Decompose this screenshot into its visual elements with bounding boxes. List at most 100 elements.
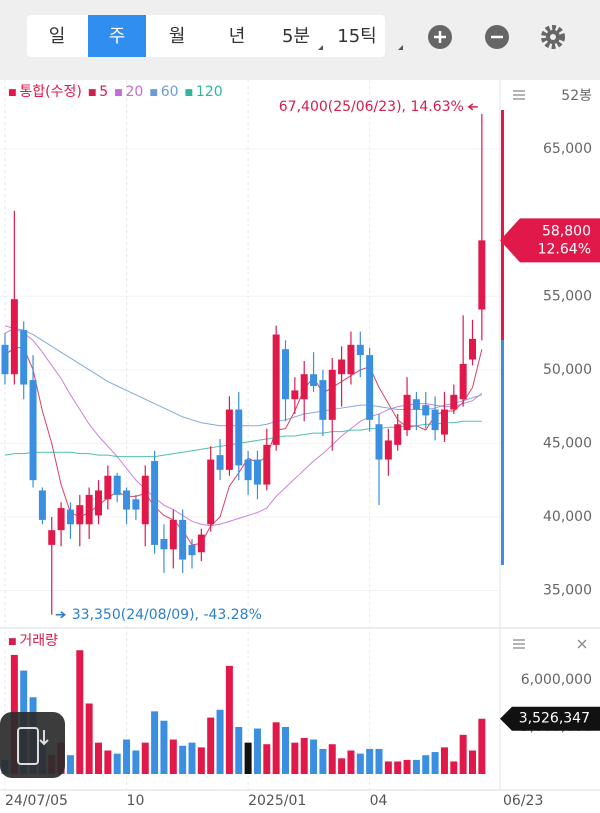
candle-body xyxy=(366,355,374,420)
volume-bar xyxy=(207,717,215,774)
price-tag xyxy=(500,218,600,263)
candle-body xyxy=(85,494,93,525)
volume-menu-icon[interactable] xyxy=(513,639,525,649)
ma-line xyxy=(4,328,483,427)
volume-bar xyxy=(459,734,467,774)
candle-body xyxy=(272,334,280,445)
volume-title: ■ 거래량 xyxy=(8,633,58,649)
candle-body xyxy=(282,349,289,400)
candle-body xyxy=(338,359,346,375)
volume-bar xyxy=(272,722,280,774)
period-tab[interactable]: 5분 xyxy=(282,26,310,47)
volume-bar xyxy=(450,761,458,774)
y-tick-label: 40,000 xyxy=(543,509,592,525)
volume-bar xyxy=(356,753,364,774)
candle-body xyxy=(57,508,65,531)
zoom-out-button[interactable] xyxy=(485,25,509,49)
zoom-in-button[interactable] xyxy=(428,25,452,49)
candle-body xyxy=(459,363,467,400)
candle-body xyxy=(403,394,411,431)
volume-bar xyxy=(431,752,439,774)
candle-body xyxy=(151,461,159,545)
volume-bar xyxy=(375,748,383,774)
legend-marker: ■ xyxy=(114,88,125,98)
candle-body xyxy=(66,509,74,525)
legend-marker: ■ xyxy=(88,88,99,98)
volume-bar xyxy=(328,744,336,774)
candle-body xyxy=(20,330,28,385)
period-tab[interactable]: 년 xyxy=(229,26,246,47)
settings-button[interactable] xyxy=(541,25,565,49)
volume-bar xyxy=(366,748,374,774)
volume-bar xyxy=(412,759,420,774)
volume-bar xyxy=(253,728,261,774)
period-tab[interactable]: 주 xyxy=(109,26,126,47)
volume-bar xyxy=(347,750,355,774)
candle-body xyxy=(179,519,187,560)
legend-item: 120 xyxy=(196,84,223,100)
ma-line xyxy=(4,420,482,458)
price-tag-value: 58,800 xyxy=(542,223,591,239)
legend-marker: ■ xyxy=(8,88,19,98)
x-tick-label: 10 xyxy=(127,793,145,809)
legend-marker: ■ xyxy=(149,88,160,98)
volume-tick-label: 6,000,000 xyxy=(521,672,592,688)
candle-body xyxy=(253,459,261,485)
volume-bar xyxy=(66,755,74,774)
volume-bar xyxy=(338,758,346,774)
candle-body xyxy=(10,299,18,375)
volume-bar xyxy=(422,755,430,774)
volume-bar xyxy=(282,726,289,774)
volume-bar xyxy=(291,742,299,774)
candle-body xyxy=(347,344,355,375)
candle-body xyxy=(48,530,56,545)
volume-title-text: 거래량 xyxy=(19,633,58,649)
candle-body xyxy=(440,409,448,435)
candle-body xyxy=(394,424,402,445)
period-tab[interactable]: 15틱 xyxy=(337,26,376,47)
tab-corner xyxy=(398,45,403,50)
ma-line xyxy=(4,325,483,527)
volume-bar xyxy=(403,759,411,774)
volume-bar xyxy=(384,761,392,774)
x-tick-label: 06/23 xyxy=(503,793,543,809)
volume-tag-value: 3,526,347 xyxy=(519,711,590,727)
candle-body xyxy=(225,409,233,470)
volume-bar xyxy=(179,745,187,774)
candle-body xyxy=(113,475,121,495)
period-tab[interactable]: 월 xyxy=(169,26,186,47)
candle-body xyxy=(169,519,177,550)
floating-icon[interactable] xyxy=(0,712,65,778)
menu-icon[interactable] xyxy=(513,90,525,100)
volume-bar xyxy=(310,739,318,774)
volume-bar xyxy=(188,742,196,774)
range-bar-up xyxy=(501,110,504,340)
volume-bar xyxy=(95,742,102,774)
period-tab[interactable]: 일 xyxy=(49,26,66,47)
candle-body xyxy=(422,405,430,416)
floating-icon-arrow xyxy=(39,730,49,746)
volume-close-icon[interactable] xyxy=(577,639,587,649)
candle-body xyxy=(478,240,486,310)
candle-body xyxy=(412,399,420,410)
candle-body xyxy=(188,544,196,556)
volume-bar xyxy=(216,709,224,774)
candle-body xyxy=(375,424,383,460)
x-tick-label: 2025/01 xyxy=(248,793,306,809)
candle-body xyxy=(160,538,168,550)
candle-body xyxy=(29,380,37,481)
candle-body xyxy=(469,338,476,360)
candle-body xyxy=(207,459,215,525)
x-tick-label: 24/07/05 xyxy=(5,793,68,809)
volume-bar xyxy=(160,720,168,774)
candle-body xyxy=(216,455,224,470)
volume-bar xyxy=(225,665,233,774)
candle-body xyxy=(300,374,308,400)
y-tick-label: 35,000 xyxy=(543,582,592,598)
low-arrow xyxy=(55,611,66,619)
volume-tag xyxy=(500,706,600,731)
candle-body xyxy=(38,490,46,520)
y-tick-label: 45,000 xyxy=(543,435,592,451)
volume-bar xyxy=(76,650,84,774)
